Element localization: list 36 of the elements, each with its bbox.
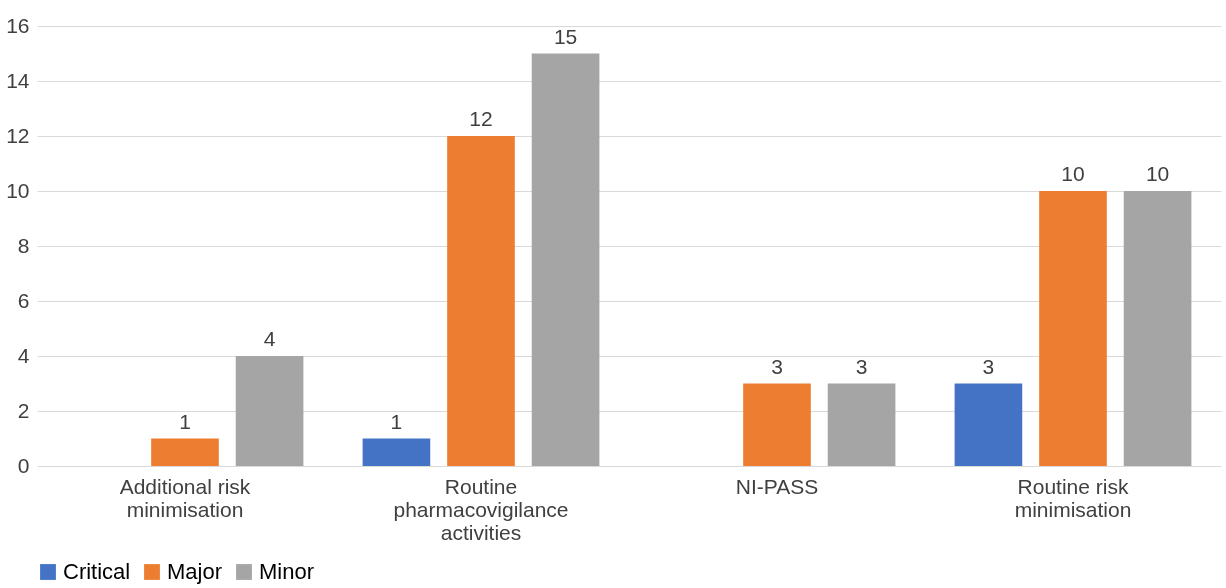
y-tick-label: 2 — [17, 398, 30, 422]
data-label: 10 — [1061, 162, 1085, 185]
y-tick-label: 10 — [6, 178, 30, 202]
y-tick-label: 16 — [6, 13, 30, 37]
x-tick-label: Additional risk minimisation — [119, 474, 251, 521]
legend-label: Critical — [63, 559, 131, 584]
bar — [151, 438, 219, 466]
y-tick-label: 14 — [6, 68, 30, 92]
bar — [531, 53, 600, 466]
y-tick-label: 4 — [17, 343, 30, 367]
y-tick-label: 6 — [17, 288, 30, 312]
data-label: 3 — [855, 354, 868, 378]
legend-label: Major — [167, 559, 223, 584]
data-label: 15 — [553, 24, 578, 48]
bar — [954, 383, 1023, 466]
x-tick-label: Routine risk minimisation — [1014, 474, 1132, 521]
legend-label: Minor — [259, 559, 315, 584]
x-tick-label: Routine pharmacovigilance activities — [393, 474, 569, 544]
data-label: 10 — [1145, 162, 1170, 185]
bar — [362, 438, 431, 466]
bar — [827, 383, 896, 466]
bar — [447, 136, 515, 466]
bar — [1123, 191, 1192, 466]
data-label: 12 — [469, 107, 493, 130]
bar — [235, 356, 304, 466]
data-label: 3 — [982, 354, 995, 378]
bar — [743, 383, 811, 466]
x-tick-label: NI-PASS — [735, 474, 819, 498]
data-label: 4 — [263, 327, 276, 350]
y-tick-label: 0 — [17, 453, 30, 477]
data-label: 1 — [390, 409, 403, 433]
data-label: 3 — [771, 354, 783, 378]
data-label: 1 — [179, 409, 191, 433]
y-tick-label: 12 — [6, 123, 30, 147]
bar — [1039, 191, 1107, 466]
y-tick-label: 8 — [17, 233, 30, 257]
